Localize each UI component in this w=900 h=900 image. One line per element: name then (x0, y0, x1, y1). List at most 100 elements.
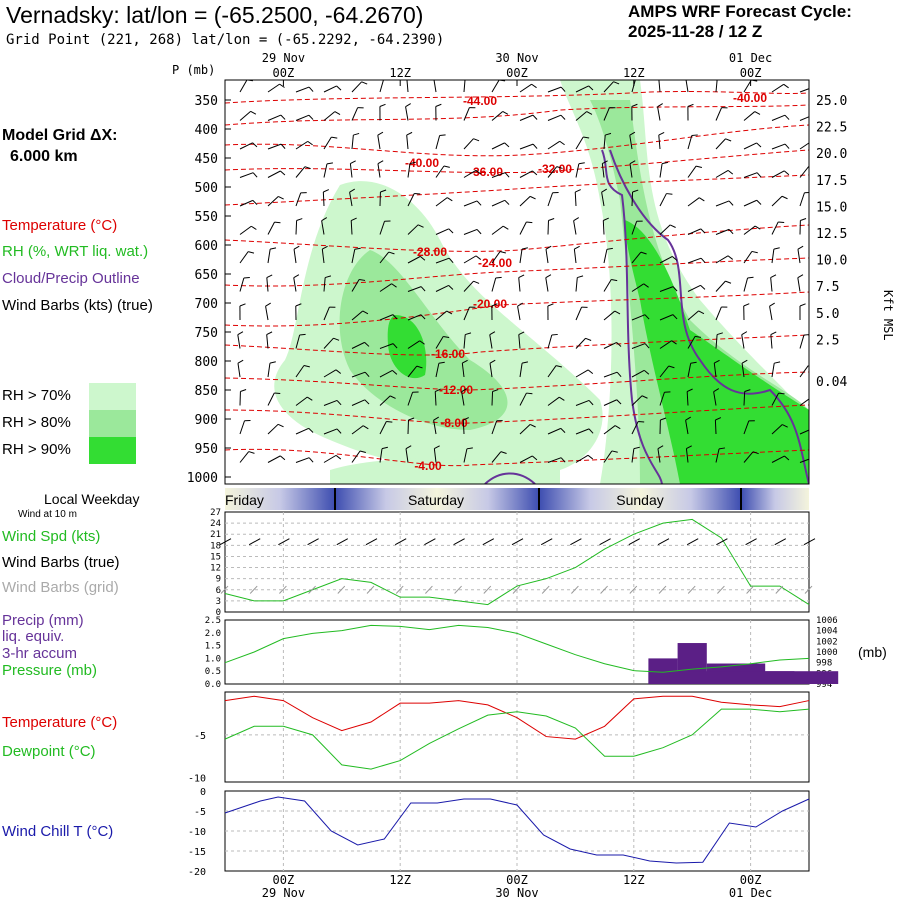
pressure-tick-label: 1000 (816, 648, 838, 658)
wind-chill-line (224, 796, 810, 864)
wind-barb-flag (438, 361, 445, 364)
wind-barb-staff (771, 143, 786, 150)
wind-barb-staff (715, 228, 730, 235)
wind-barb-staff (687, 363, 692, 378)
wind-barb-flag (237, 331, 244, 336)
wind-barb-flag (304, 166, 311, 170)
wind-barb-flag (269, 361, 276, 364)
wind-barb-staff (659, 365, 670, 378)
wind-barb-staff (603, 341, 617, 349)
forecast-cycle-label: AMPS WRF Forecast Cycle: (628, 2, 852, 21)
wind-barb-flag (336, 428, 342, 434)
temp-contour-label: -36.00 (469, 165, 503, 179)
wind-barb-flag (526, 221, 533, 224)
wind-barb-staff (267, 83, 280, 93)
top-time-tick: 12Z (623, 66, 645, 80)
pressure-tick-label: 998 (816, 659, 832, 669)
wind-barb-true (803, 538, 816, 546)
wind-barb-staff (687, 228, 702, 235)
wind-barb-staff (433, 448, 437, 463)
wind-barb-flag (583, 136, 590, 139)
wind-barb-flag (644, 314, 650, 320)
wind-barb-staff (323, 306, 330, 321)
wind-barb-flag (813, 458, 817, 463)
wind-barb-flag (672, 286, 678, 292)
wind-barb-staff (799, 166, 809, 178)
chill-tick-label: -20 (188, 867, 206, 878)
weekday-friday: Friday (225, 492, 264, 508)
wind-barb-staff (799, 116, 809, 121)
wind-barb-staff (547, 86, 562, 93)
wind-barb-flag (391, 283, 397, 288)
wind-barb-flag (461, 388, 468, 393)
wind-barb-staff (629, 163, 633, 178)
wind-barb-staff (349, 163, 353, 178)
height-axis-title: Kft MSL (881, 290, 895, 341)
wind-barb-flag (532, 455, 538, 461)
wind-barb-staff (463, 334, 466, 349)
top-time-tick: 00Z (506, 66, 528, 80)
temp-contour-3 (225, 124, 809, 157)
legend-swatch-rh90 (89, 437, 136, 464)
wind-barb-flag (774, 361, 781, 364)
wind-barb-staff (799, 458, 809, 463)
wind-barb-flag (754, 225, 761, 230)
wind-chill-panel: 0 -5 -10 -15 -20 (188, 787, 810, 878)
wind-barb-flag (770, 274, 777, 279)
wind-barb-staff (575, 306, 583, 321)
wind-barb-flag (725, 280, 732, 284)
wind-barb-staff (323, 163, 328, 178)
wind-barb-staff (687, 284, 701, 292)
wind-barb-staff (237, 334, 241, 349)
wind-barb-flag (799, 303, 806, 307)
wind-barb-staff (743, 172, 758, 178)
wind-barb-flag (463, 417, 469, 421)
wind-barb-staff (741, 363, 745, 378)
wind-barb-staff (295, 334, 301, 349)
wind-barb-flag (812, 141, 817, 144)
wind-barb-staff (321, 220, 325, 235)
wind-barb-staff (743, 142, 757, 150)
bottom-time-tick: 12Z (389, 873, 411, 887)
wind-barb-grid (308, 585, 316, 594)
pressure-unit: (mb) (858, 644, 887, 660)
wind-barb-staff (743, 80, 752, 93)
bottom-time-tick: 00Z (506, 873, 528, 887)
pressure-tick-label: 900 (195, 413, 218, 428)
wind-barb-flag (560, 114, 566, 120)
wind-barbs-grid-label: Wind Barbs (grid) (2, 579, 119, 596)
wind-barbs-upper (237, 75, 817, 463)
wind-barb-flag (502, 225, 509, 230)
wind-barb-flag (462, 359, 468, 364)
bottom-date-label: 29 Nov (262, 886, 305, 900)
wind-barb-flag (716, 332, 723, 336)
wind-barb-staff (574, 191, 577, 207)
wind-barb-flag (308, 427, 314, 433)
wind-barb-flag (659, 75, 664, 78)
wind-barb-staff (799, 365, 809, 378)
temp-contour-8 (225, 291, 809, 327)
wind-barb-grid (366, 585, 375, 594)
wind-barb-flag (448, 257, 454, 264)
wind-barb-staff (295, 192, 302, 207)
wind-barb-flag (359, 278, 366, 281)
wind-barb-staff (351, 107, 359, 121)
wind-barb-flag (354, 247, 361, 250)
temp-contour-labels: -44.00-40.00-40.00-36.00-32.00-28.00-24.… (405, 91, 767, 473)
wind-barb-flag (361, 81, 368, 85)
wind-barb-staff (295, 114, 310, 121)
wind-barb-staff (489, 334, 493, 349)
wind-barb-staff (771, 83, 784, 93)
wind-barb-flag (252, 200, 258, 205)
wind-barb-flag (420, 314, 426, 320)
wind-barb-staff (407, 340, 420, 349)
wind-barb-grid (249, 585, 258, 594)
wind-barb-grid (483, 585, 492, 594)
wind-barb-staff (351, 425, 364, 435)
wind-barb-staff (686, 391, 689, 406)
wind-barb-staff (743, 111, 756, 121)
wind-barb-flag (518, 274, 525, 279)
wind-barb-staff (603, 399, 617, 406)
wind-barb-flag (751, 250, 758, 254)
wind-barb-staff (463, 138, 474, 150)
